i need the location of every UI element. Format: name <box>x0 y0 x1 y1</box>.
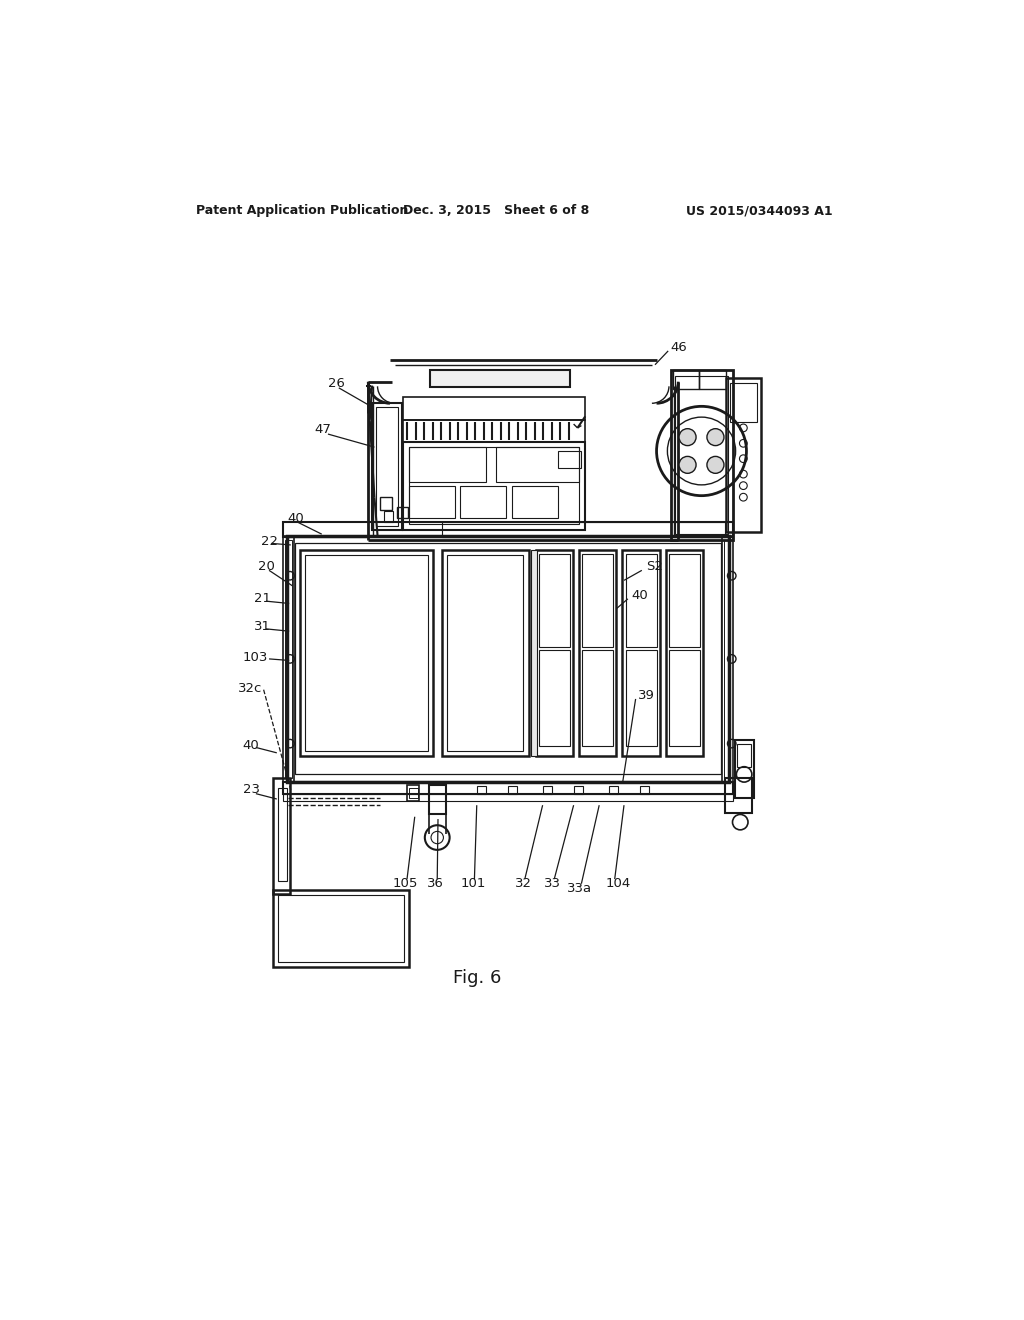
Text: 22: 22 <box>261 536 279 548</box>
Bar <box>409 788 418 797</box>
Text: 33: 33 <box>544 878 561 890</box>
Bar <box>403 420 586 442</box>
Circle shape <box>707 429 724 446</box>
Bar <box>673 370 699 389</box>
Bar <box>583 554 613 647</box>
Bar <box>283 521 732 537</box>
Bar <box>477 785 486 793</box>
Bar <box>407 785 420 800</box>
Text: 40: 40 <box>632 589 648 602</box>
Bar <box>608 785 617 793</box>
Bar <box>278 788 287 880</box>
Text: 40: 40 <box>243 739 259 751</box>
Bar <box>730 383 758 422</box>
Bar <box>669 649 700 746</box>
Bar <box>283 536 294 781</box>
Bar <box>573 785 583 793</box>
Text: US 2015/0344093 A1: US 2015/0344093 A1 <box>686 205 833 218</box>
Bar <box>671 370 732 540</box>
Bar <box>579 549 616 756</box>
Text: 104: 104 <box>605 878 631 890</box>
Bar <box>429 785 445 814</box>
Bar <box>384 511 393 521</box>
Text: Fig. 6: Fig. 6 <box>453 969 501 987</box>
Text: 23: 23 <box>243 783 260 796</box>
Circle shape <box>679 457 696 474</box>
Text: 26: 26 <box>328 376 345 389</box>
Bar <box>430 370 569 387</box>
Bar <box>531 549 538 756</box>
Bar <box>442 549 528 756</box>
Bar <box>376 407 397 527</box>
Text: Patent Application Publication: Patent Application Publication <box>197 205 409 218</box>
Text: 105: 105 <box>393 878 418 890</box>
Bar <box>295 544 721 775</box>
Bar <box>724 540 730 779</box>
Bar <box>512 486 558 517</box>
Bar <box>675 376 728 535</box>
Bar <box>273 779 290 894</box>
Bar <box>539 649 569 746</box>
Bar <box>722 536 732 781</box>
Bar <box>283 795 732 800</box>
Bar <box>583 649 613 746</box>
Bar <box>666 549 703 756</box>
Bar <box>409 486 455 517</box>
Text: 31: 31 <box>254 620 270 634</box>
Bar <box>669 554 700 647</box>
Bar <box>536 549 572 756</box>
Text: 46: 46 <box>671 341 687 354</box>
Bar <box>442 521 725 537</box>
Bar <box>460 486 506 517</box>
Text: 36: 36 <box>427 878 444 890</box>
Text: 32: 32 <box>515 878 531 890</box>
Bar <box>287 536 729 781</box>
Circle shape <box>679 429 696 446</box>
Text: 39: 39 <box>638 689 654 702</box>
Bar <box>496 447 579 482</box>
Bar <box>305 554 428 751</box>
Text: 20: 20 <box>258 560 275 573</box>
Bar <box>380 498 392 510</box>
Bar <box>273 890 409 966</box>
Text: 32c: 32c <box>238 681 262 694</box>
Text: 103: 103 <box>243 651 268 664</box>
Bar <box>403 397 586 420</box>
Bar <box>283 781 732 795</box>
Bar <box>508 785 517 793</box>
Bar <box>726 378 761 532</box>
Circle shape <box>707 457 724 474</box>
Bar <box>543 785 552 793</box>
Bar <box>539 554 569 647</box>
Bar <box>300 549 433 756</box>
Bar <box>278 895 403 961</box>
Text: 33a: 33a <box>567 882 593 895</box>
Text: 47: 47 <box>314 422 331 436</box>
Bar <box>409 447 579 524</box>
Text: S2: S2 <box>646 560 663 573</box>
Text: 101: 101 <box>460 878 485 890</box>
Bar <box>626 649 656 746</box>
Text: 21: 21 <box>254 593 270 606</box>
Bar <box>397 507 408 517</box>
Bar <box>623 549 659 756</box>
Bar <box>403 442 586 531</box>
Text: Dec. 3, 2015   Sheet 6 of 8: Dec. 3, 2015 Sheet 6 of 8 <box>403 205 590 218</box>
Bar <box>558 451 582 469</box>
Bar <box>699 370 726 389</box>
Bar <box>737 743 751 767</box>
Bar <box>640 785 649 793</box>
Bar <box>286 540 292 779</box>
Text: 40: 40 <box>287 512 304 525</box>
Bar <box>372 404 401 531</box>
Bar <box>626 554 656 647</box>
Bar <box>447 554 523 751</box>
Bar <box>725 779 752 813</box>
Bar <box>735 739 755 797</box>
Bar <box>409 447 486 482</box>
